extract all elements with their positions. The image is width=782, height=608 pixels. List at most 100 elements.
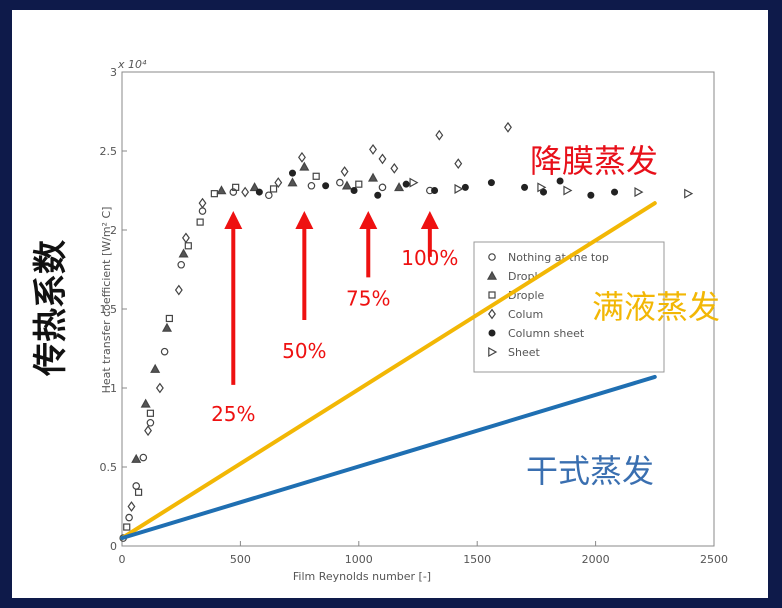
data-point — [355, 180, 363, 188]
y-tick-label: 1.5 — [100, 303, 118, 316]
data-point — [537, 182, 547, 193]
arrow-label: 25% — [211, 402, 255, 426]
data-point — [174, 284, 183, 296]
trend-line — [120, 374, 657, 541]
data-point — [299, 161, 310, 171]
side-y-label: 传热系数 — [31, 240, 71, 377]
chart-panel: 0 500 1000 1500 2000 2500 0 0.5 1 1.5 2 2.5 3 Nothin… — [12, 10, 768, 598]
data-point — [132, 482, 141, 490]
legend-label: Column sheet — [508, 327, 585, 340]
data-point — [350, 187, 358, 194]
data-point — [487, 179, 495, 187]
data-point — [146, 418, 155, 427]
x-tick-label: 0 — [119, 553, 126, 566]
data-point — [216, 185, 227, 195]
data-point — [611, 188, 619, 196]
data-point — [390, 162, 399, 174]
legend-label: Colum — [508, 308, 543, 321]
data-point — [431, 187, 439, 194]
data-point — [521, 183, 529, 191]
arrow-head — [359, 211, 378, 230]
data-point — [150, 363, 161, 373]
data-point — [454, 158, 463, 170]
arrow-head — [224, 211, 243, 230]
y-tick-label: 0 — [110, 540, 117, 553]
line-label: 干式蒸发 — [526, 452, 654, 490]
y-multiplier: x 10⁴ — [117, 58, 147, 71]
data-point — [307, 181, 316, 190]
legend-marker — [488, 329, 496, 337]
data-point — [312, 172, 320, 180]
data-point — [241, 186, 250, 198]
data-point — [265, 191, 273, 200]
legend-marker — [488, 291, 496, 299]
data-point — [196, 218, 204, 226]
data-point — [198, 197, 207, 209]
y-tick-label: 0.5 — [100, 461, 118, 474]
line-label: 满液蒸发 — [592, 288, 720, 326]
data-point — [184, 242, 192, 250]
arrow-label: 100% — [401, 246, 458, 270]
y-tick-label: 2 — [110, 224, 117, 237]
data-point — [146, 409, 155, 417]
trend-lines — [120, 201, 657, 541]
data-point — [125, 513, 133, 522]
data-point — [322, 182, 330, 190]
x-tick-label: 1500 — [463, 553, 491, 566]
data-points — [119, 121, 694, 542]
data-point — [181, 232, 190, 244]
data-point — [255, 188, 263, 196]
data-point — [461, 183, 469, 191]
data-point — [369, 143, 377, 155]
data-point — [540, 188, 548, 196]
legend-label: Sheet — [508, 346, 540, 359]
data-point — [134, 488, 143, 496]
data-point — [634, 187, 644, 198]
legend-box — [473, 241, 665, 373]
data-point — [394, 182, 405, 192]
data-point — [402, 180, 410, 188]
legend-marker — [486, 270, 498, 280]
data-point — [139, 453, 148, 462]
x-tick-label: 2000 — [582, 553, 610, 566]
data-point — [131, 453, 142, 463]
trend-line — [120, 201, 657, 541]
data-point — [165, 314, 173, 323]
axis-ticks: 0 500 1000 1500 2000 2500 0 0.5 1 1.5 2 2.5 3 — [100, 66, 729, 566]
y-tick-label: 2.5 — [100, 145, 118, 158]
legend-marker — [488, 346, 498, 358]
data-point — [587, 191, 595, 199]
data-point — [229, 188, 238, 196]
data-point — [378, 183, 387, 192]
data-point — [232, 183, 240, 191]
data-point — [563, 185, 573, 196]
data-point — [160, 347, 169, 356]
data-point — [155, 382, 164, 394]
x-tick-label: 1000 — [345, 553, 373, 566]
data-point — [504, 121, 512, 133]
data-point — [127, 501, 136, 512]
data-point — [556, 177, 564, 185]
legend-label: Nothing at the top — [508, 251, 609, 264]
data-point — [269, 185, 278, 193]
data-point — [144, 425, 152, 437]
data-point — [298, 151, 306, 163]
legend-marker — [488, 308, 496, 320]
legend-marker — [488, 253, 496, 261]
data-point — [249, 182, 260, 192]
data-point — [367, 172, 379, 182]
data-point — [341, 180, 352, 190]
arrow-head — [295, 211, 314, 230]
data-point — [340, 166, 349, 177]
annotation-arrows: 25% 50% 75% 100% — [211, 211, 458, 426]
data-point — [161, 322, 173, 332]
data-point — [435, 129, 444, 141]
data-point — [336, 178, 344, 187]
y-tick-label: 3 — [110, 66, 117, 79]
data-point — [288, 169, 296, 177]
legend-label: Drople — [508, 289, 545, 302]
chart: 0 500 1000 1500 2000 2500 0 0.5 1 1.5 2 2.5 3 Nothin… — [31, 58, 729, 583]
data-point — [374, 191, 382, 199]
arrow-label: 75% — [346, 286, 390, 310]
